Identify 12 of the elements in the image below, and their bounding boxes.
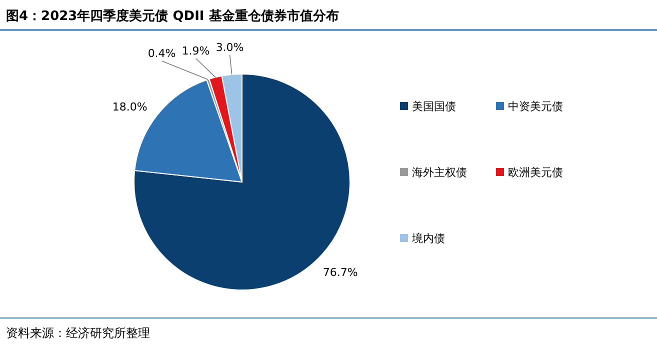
data-label: 1.9% — [182, 44, 210, 58]
data-label: 18.0% — [112, 100, 148, 114]
legend-label: 海外主权债 — [412, 166, 467, 179]
data-label: 76.7% — [322, 266, 358, 279]
data-label: 3.0% — [216, 40, 244, 54]
legend-label: 境内债 — [411, 232, 445, 245]
text: 资料来源：经济研究所整理 — [6, 326, 150, 340]
data-label: 0.4% — [148, 46, 176, 60]
chart-title: 图4：2023年四季度美元债 QDII 基金重仓债券市值分布 — [6, 8, 339, 24]
legend-label: 美国国债 — [412, 100, 456, 113]
legend-label: 中资美元债 — [508, 100, 563, 113]
legend-label: 欧洲美元债 — [508, 166, 563, 179]
